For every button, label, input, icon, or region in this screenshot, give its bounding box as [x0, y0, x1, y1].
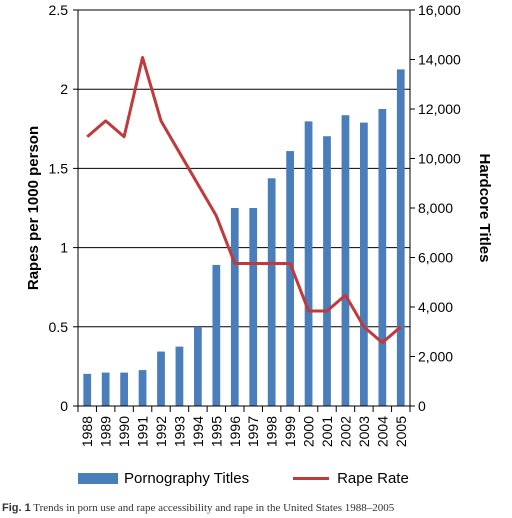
bar-1998	[267, 178, 276, 406]
x-tick-label-1995: 1995	[208, 416, 224, 447]
x-tick-label-1997: 1997	[245, 416, 261, 447]
bar-2002	[341, 115, 350, 406]
right-tick-label: 6,000	[418, 250, 453, 266]
x-tick-label-2002: 2002	[337, 416, 353, 447]
bar-1994	[194, 326, 202, 406]
bar-1992	[157, 351, 165, 406]
legend-item-line: Rape Rate	[293, 470, 409, 487]
bar-2001	[323, 136, 331, 406]
left-tick-label: 2.5	[49, 2, 69, 18]
bar-1996	[230, 208, 239, 406]
x-tick-label-1988: 1988	[79, 416, 95, 447]
right-tick-label: 4,000	[418, 299, 453, 315]
x-tick-label-2004: 2004	[374, 416, 390, 447]
bar-series	[83, 69, 405, 407]
bar-1997	[249, 208, 258, 406]
x-tick-label-1993: 1993	[171, 416, 187, 447]
x-tick-label-2001: 2001	[319, 416, 335, 447]
x-tick-label-1994: 1994	[190, 416, 206, 447]
left-tick-label: 1.5	[49, 160, 69, 176]
legend-swatch-bars	[78, 473, 118, 484]
right-tick-label: 12,000	[418, 101, 461, 117]
line-series	[86, 56, 402, 345]
bar-1989	[101, 372, 110, 406]
x-tick-label-1999: 1999	[282, 416, 298, 447]
left-axis-ticks: 0 0.5 1 1.5 2 2.5	[49, 2, 78, 414]
caption-prefix: Fig. 1	[2, 502, 31, 514]
x-tick-label-1998: 1998	[264, 416, 280, 447]
x-tick-label-1992: 1992	[153, 416, 169, 447]
bar-1995	[212, 264, 221, 406]
x-tick-label-2005: 2005	[393, 416, 409, 447]
legend-label-bars: Pornography Titles	[124, 470, 250, 487]
x-tick-label-1991: 1991	[135, 416, 151, 447]
x-tick-label-1989: 1989	[98, 416, 114, 447]
x-tick-label-1990: 1990	[116, 416, 132, 447]
right-tick-label: 16,000	[418, 2, 461, 18]
left-tick-label: 0	[60, 398, 68, 414]
right-tick-label: 8,000	[418, 200, 453, 216]
bar-1990	[120, 372, 128, 406]
x-axis-ticks: 1988 1989 1990 1991 1992 1993 1994 1995 1996 1997…	[77, 406, 411, 447]
rape-rate-line	[86, 56, 402, 345]
caption-text: Trends in porn use and rape accessibilit…	[33, 502, 395, 514]
legend-item-bars: Pornography Titles	[78, 470, 249, 487]
legend-label-line: Rape Rate	[337, 470, 409, 487]
right-axis-ticks: 0 2,000 4,000 6,000 8,000 10,000 12,000 14,000 1…	[410, 2, 461, 414]
right-tick-label: 10,000	[418, 151, 461, 167]
combo-chart: 0 0.5 1 1.5 2 2.5 0 2,000 4,000 6,000 8,000 10,000…	[25, 2, 493, 447]
x-tick-label-2003: 2003	[356, 416, 372, 447]
chart-legend: Pornography Titles Rape Rate	[78, 470, 453, 487]
right-tick-label: 2,000	[418, 349, 453, 365]
bar-2004	[378, 109, 387, 406]
x-tick-label-1996: 1996	[227, 416, 243, 447]
bar-1993	[175, 346, 184, 406]
legend-swatch-line	[293, 477, 330, 480]
bar-2005	[396, 69, 405, 407]
bar-1999	[286, 151, 294, 406]
left-tick-label: 1	[60, 240, 68, 256]
left-tick-label: 2	[60, 81, 68, 97]
left-tick-label: 0.5	[49, 319, 69, 335]
right-tick-label: 0	[418, 398, 426, 414]
bar-2003	[360, 122, 368, 407]
right-axis-title: Hardcore Titles	[476, 154, 493, 263]
figure-caption: Fig. 1 Trends in porn use and rape acces…	[2, 502, 394, 514]
x-tick-label-2000: 2000	[301, 416, 317, 447]
bar-1988	[83, 373, 92, 406]
bar-2000	[304, 121, 313, 406]
right-tick-label: 14,000	[418, 52, 461, 68]
gridlines	[78, 9, 410, 328]
left-axis-title: Rapes per 1000 person	[25, 126, 42, 290]
bar-1991	[138, 370, 147, 406]
